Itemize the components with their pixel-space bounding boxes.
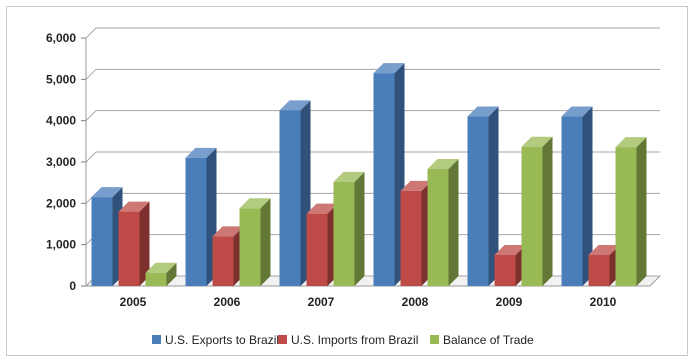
bar xyxy=(185,147,217,286)
bar xyxy=(494,245,526,286)
y-tick-label: 1,000 xyxy=(46,238,76,252)
bar xyxy=(91,187,123,286)
x-tick-label: 2007 xyxy=(308,295,335,309)
bar xyxy=(212,226,244,286)
gridline xyxy=(85,27,660,39)
gridline xyxy=(85,68,660,80)
legend-label: Balance of Trade xyxy=(443,333,534,347)
bar xyxy=(373,63,405,287)
x-tick-label: 2006 xyxy=(214,295,241,309)
x-tick-label: 2008 xyxy=(402,295,429,309)
legend-swatch xyxy=(430,335,439,344)
y-tick-label: 2,000 xyxy=(46,196,76,210)
bar xyxy=(306,203,338,286)
x-tick-label: 2009 xyxy=(496,295,523,309)
y-tick-label: 6,000 xyxy=(46,31,76,45)
bar xyxy=(561,106,593,287)
bar xyxy=(145,262,177,286)
bar xyxy=(467,106,499,287)
x-axis: 2005 2006 2007 2008 2009 2010 xyxy=(120,295,617,309)
bar xyxy=(427,159,459,286)
bar xyxy=(615,137,647,286)
legend-swatch xyxy=(278,335,287,344)
bar xyxy=(400,180,432,286)
legend: U.S. Exports to Brazil U.S. Imports from … xyxy=(152,333,534,347)
bar xyxy=(521,136,553,286)
bar xyxy=(239,198,271,286)
bars xyxy=(91,63,647,287)
x-tick-label: 2010 xyxy=(590,295,617,309)
x-tick-label: 2005 xyxy=(120,295,147,309)
legend-swatch xyxy=(152,335,161,344)
bar xyxy=(333,171,365,286)
legend-item: U.S. Imports from Brazil xyxy=(278,333,418,347)
bar xyxy=(279,100,311,286)
bar xyxy=(588,245,620,286)
legend-label: U.S. Imports from Brazil xyxy=(291,333,418,347)
legend-label: U.S. Exports to Brazil xyxy=(165,333,279,347)
bar xyxy=(118,201,150,286)
y-tick-label: 3,000 xyxy=(46,155,76,169)
legend-item: U.S. Exports to Brazil xyxy=(152,333,279,347)
y-tick-label: 4,000 xyxy=(46,114,76,128)
legend-item: Balance of Trade xyxy=(430,333,534,347)
y-tick-label: 5,000 xyxy=(46,72,76,86)
y-axis: 0 1,000 2,000 3,000 4,000 5,000 6,000 xyxy=(46,31,86,293)
y-tick-label: 0 xyxy=(69,279,76,293)
gridline xyxy=(85,110,660,122)
